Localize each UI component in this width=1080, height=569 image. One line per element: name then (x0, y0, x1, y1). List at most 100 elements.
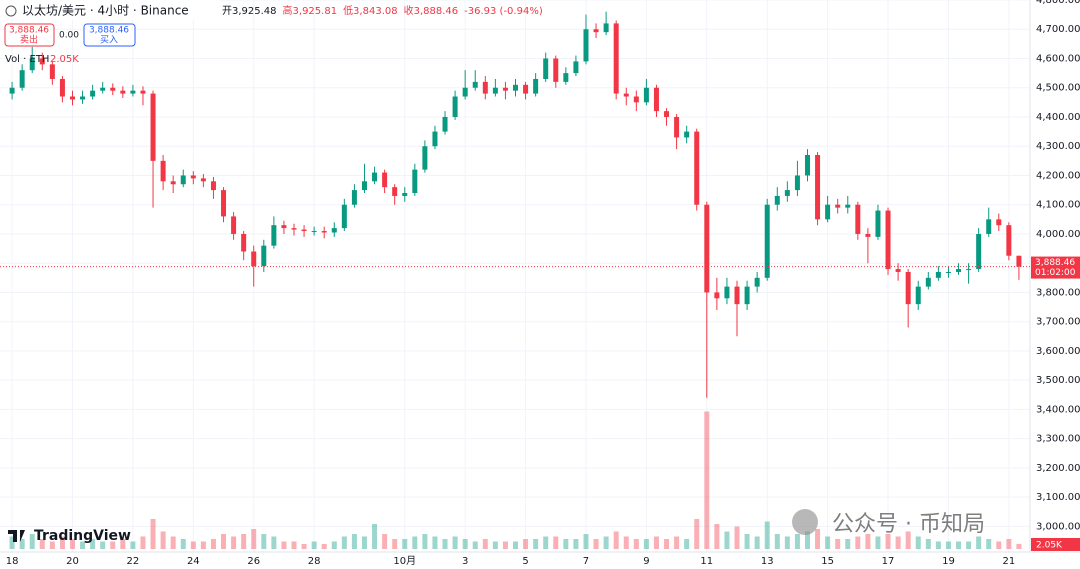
volume-bar (684, 539, 690, 549)
candle-body (361, 181, 367, 191)
candle-body (674, 116, 680, 138)
volume-bar (593, 539, 599, 549)
y-tick-label: 4,200.00 (1036, 170, 1080, 181)
candle-body (120, 90, 126, 94)
candle-body (110, 87, 116, 91)
y-tick-label: 4,100.00 (1036, 200, 1080, 211)
volume-bar (754, 536, 760, 549)
volume-bar (613, 531, 619, 549)
candle-body (835, 204, 841, 208)
candle-body (935, 271, 941, 278)
volume-bar (1016, 543, 1022, 549)
sell-price: 3,888.46 (9, 26, 49, 36)
candle-body (90, 90, 96, 97)
candle-body (744, 286, 750, 305)
candle-body (301, 229, 307, 232)
candle-body (895, 269, 901, 272)
y-tick-label: 3,600.00 (1036, 346, 1080, 357)
candle-body (905, 271, 911, 305)
volume-bar (281, 541, 287, 549)
candle-body (945, 271, 951, 273)
candle-body (291, 228, 297, 230)
candle-body (372, 172, 378, 182)
volume-bar (90, 539, 96, 549)
volume-legend-value: 2.05K (50, 54, 79, 65)
volume-bar (331, 541, 337, 549)
volume-bar (311, 541, 317, 549)
candle-body (845, 204, 851, 208)
y-tick-label: 4,000.00 (1036, 229, 1080, 240)
candle-body (865, 233, 871, 237)
candle-body (321, 231, 327, 233)
candle-body (1006, 225, 1012, 256)
candle-body (694, 131, 700, 205)
volume-bar (774, 534, 780, 549)
volume-bar (764, 521, 770, 549)
candle-body (311, 231, 317, 233)
price-tag: 3,888.46 (1035, 258, 1075, 268)
volume-bar (885, 534, 891, 549)
x-tick-label: 22 (127, 556, 140, 567)
volume-bar (59, 536, 65, 549)
ohlc-value: 开3,925.48 (222, 6, 277, 17)
volume-bar (513, 541, 519, 549)
y-tick-label: 3,100.00 (1036, 492, 1080, 503)
watermark-icon (792, 509, 818, 535)
candle-body (221, 190, 227, 217)
y-tick-label: 4,500.00 (1036, 83, 1080, 94)
candle-body (130, 90, 136, 94)
volume-bar (402, 539, 408, 549)
x-tick-label: 7 (583, 556, 589, 567)
candle-body (402, 193, 408, 196)
x-tick-label: 15 (821, 556, 834, 567)
candle-body (664, 111, 670, 117)
volume-bar (956, 541, 962, 549)
candle-body (966, 269, 972, 271)
spread: 0.00 (59, 31, 79, 41)
volume-bar (80, 541, 86, 549)
candle-body (603, 23, 609, 33)
volume-bar (563, 539, 569, 549)
candle-body (492, 87, 498, 94)
candle-body (9, 87, 15, 94)
candle-body (80, 96, 86, 100)
candle-body (986, 219, 992, 234)
candle-body (482, 81, 488, 94)
volume-bar (301, 544, 307, 549)
volume-bar (875, 536, 881, 549)
symbol-icon (5, 5, 17, 17)
volume-bar (502, 541, 508, 549)
volume-bar (231, 536, 237, 549)
candle-body (583, 29, 589, 62)
candle-body (452, 96, 458, 117)
ohlc-value: 低3,843.08 (343, 4, 398, 17)
volume-legend: Vol · ETH (5, 54, 49, 65)
y-tick-label: 3,800.00 (1036, 287, 1080, 298)
candle-body (653, 87, 659, 112)
sell-button[interactable] (4, 23, 55, 47)
buy-button[interactable] (83, 23, 136, 47)
candle-body (251, 251, 257, 267)
candle-body (231, 216, 237, 234)
candle-body (422, 146, 428, 170)
volume-bar (372, 524, 378, 549)
candle-body (714, 292, 720, 299)
candle-body (241, 233, 247, 252)
candle-body (855, 204, 861, 234)
candle-body (996, 219, 1002, 226)
grid (0, 0, 1030, 552)
volume-bar (633, 539, 639, 549)
candle-body (593, 29, 599, 33)
candle-body (281, 225, 287, 229)
candle-body (382, 172, 388, 188)
volume-bar (412, 536, 418, 549)
volume-bar (583, 534, 589, 549)
volume-bar (492, 541, 498, 549)
volume-bar (9, 536, 15, 549)
volume-bar (160, 531, 166, 549)
candle-body (331, 228, 337, 233)
volume-bar (422, 534, 428, 549)
volume-bar (895, 536, 901, 549)
volume-bar (190, 541, 196, 549)
